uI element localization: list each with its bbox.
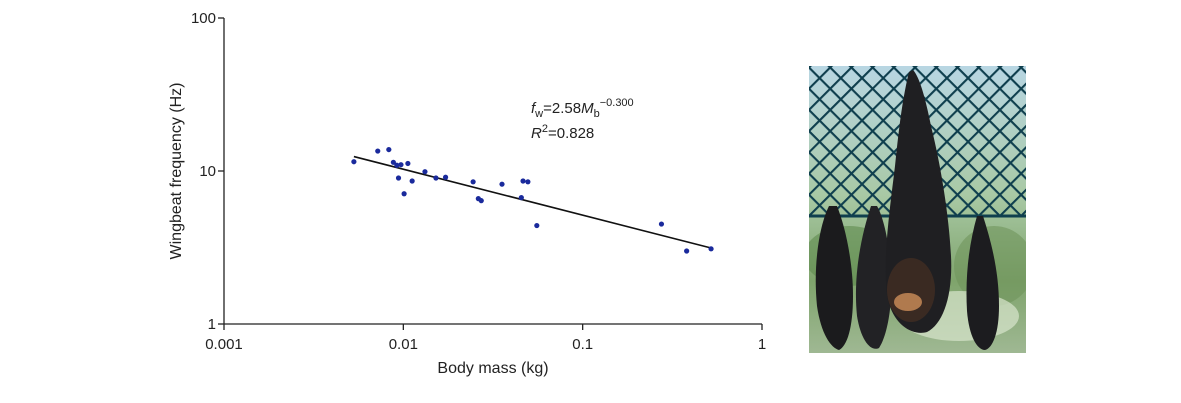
bat-center <box>885 70 952 333</box>
r-squared-annotation: R2=0.828 <box>531 123 594 142</box>
fruit-bat-photo <box>809 66 1026 353</box>
r2-value: =0.828 <box>548 125 594 142</box>
eq-M: M <box>581 100 594 117</box>
data-point <box>390 159 396 165</box>
data-point <box>684 248 690 254</box>
data-point <box>525 179 531 185</box>
y-tick-label: 10 <box>199 163 216 180</box>
data-point <box>395 175 402 181</box>
x-axis-title: Body mass (kg) <box>437 360 548 377</box>
eq-f: f <box>531 100 537 117</box>
data-point <box>398 162 404 168</box>
bat-middle-left <box>855 206 892 349</box>
bat-right <box>966 216 999 350</box>
data-point <box>401 191 407 197</box>
data-point <box>386 146 392 153</box>
data-point <box>470 179 476 185</box>
bat-left <box>815 206 853 350</box>
y-tick-label: 100 <box>191 10 216 27</box>
y-tick-label: 1 <box>208 316 216 333</box>
r2-superscript: 2 <box>542 123 548 135</box>
eq-b-subscript: b <box>594 108 600 120</box>
eq-exponent: −0.300 <box>600 97 634 109</box>
equation-annotation: fw=2.58Mb−0.300 <box>531 97 634 120</box>
data-point <box>499 181 505 187</box>
x-tick-label: 1 <box>758 336 766 353</box>
data-point <box>658 221 665 227</box>
r2-R: R <box>531 125 542 142</box>
y-axis-title: Wingbeat frequency (Hz) <box>168 83 185 260</box>
data-point <box>405 160 411 167</box>
data-point <box>422 169 428 175</box>
eq-w-subscript: w <box>534 108 543 120</box>
data-point <box>375 148 381 154</box>
data-point <box>351 159 357 165</box>
data-point <box>409 178 415 184</box>
eq-coeff: =2.58 <box>543 100 581 117</box>
data-point <box>394 162 400 168</box>
x-tick-label: 0.01 <box>389 336 418 353</box>
data-point <box>708 246 714 252</box>
data-point <box>433 175 439 181</box>
regression-line <box>353 155 712 249</box>
x-tick-label: 0.1 <box>572 336 593 353</box>
data-point <box>442 174 449 180</box>
data-point <box>520 178 526 184</box>
data-point <box>534 222 540 229</box>
x-tick-label: 0.001 <box>205 336 243 353</box>
data-point <box>478 198 484 204</box>
data-point <box>518 195 524 201</box>
